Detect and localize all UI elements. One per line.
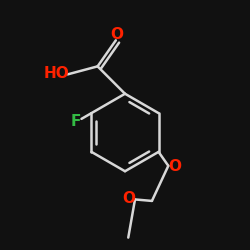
Text: HO: HO — [43, 66, 69, 81]
Text: F: F — [71, 114, 81, 128]
Text: O: O — [110, 27, 124, 42]
Text: O: O — [168, 159, 181, 174]
Text: O: O — [122, 192, 136, 206]
